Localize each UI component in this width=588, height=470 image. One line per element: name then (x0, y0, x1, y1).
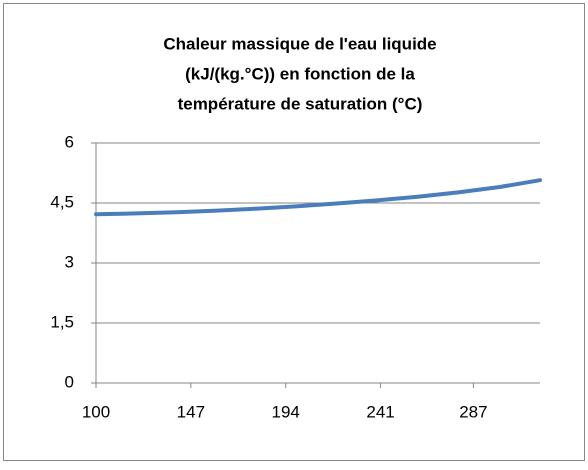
x-tick-label: 194 (272, 402, 300, 421)
chart-title: température de saturation (°C) (178, 94, 423, 113)
x-tick-label: 100 (82, 402, 110, 421)
y-tick-label: 0 (65, 372, 74, 391)
y-tick-label: 1,5 (50, 312, 74, 331)
y-tick-label: 4,5 (50, 192, 74, 211)
chart-title: Chaleur massique de l'eau liquide (163, 34, 436, 53)
y-tick-label: 3 (65, 252, 74, 271)
x-tick-label: 147 (177, 402, 205, 421)
data-line (94, 178, 542, 217)
chart-frame (3, 3, 585, 461)
x-tick-label: 241 (366, 402, 394, 421)
chart-title: (kJ/(kg.°C)) en fonction de la (185, 64, 415, 83)
x-tick-label: 287 (459, 402, 487, 421)
y-tick-label: 6 (65, 132, 74, 151)
